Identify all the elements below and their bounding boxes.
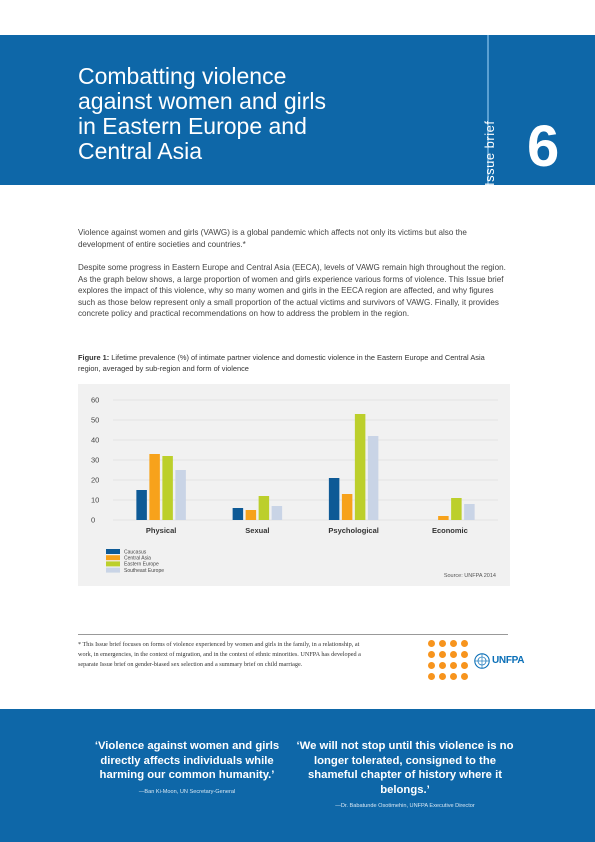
legend-swatch: [106, 549, 120, 554]
header-band: [0, 35, 595, 185]
bar: [367, 436, 379, 520]
title-line: against women and girls: [78, 88, 327, 114]
bar: [258, 496, 270, 520]
quote-text: ‘Violence against women and girls direct…: [94, 740, 280, 781]
bar: [271, 506, 283, 520]
figure-label: Figure 1:: [78, 353, 110, 362]
intro-text: Violence against women and girls (VAWG) …: [78, 227, 508, 320]
bar: [136, 490, 147, 520]
bar: [464, 504, 475, 520]
y-tick-label: 20: [91, 476, 99, 485]
title-line: in Eastern Europe and: [78, 113, 307, 139]
intro-paragraph: Violence against women and girls (VAWG) …: [78, 228, 467, 249]
title-line: Combatting violence: [78, 63, 287, 89]
quote-attribution: —Dr. Babatunde Osotimehin, UNFPA Executi…: [335, 803, 475, 809]
bar: [451, 498, 462, 520]
quote-ban-ki-moon: ‘Violence against women and girls direct…: [82, 739, 292, 795]
bar: [341, 494, 353, 520]
category-label: Psychological: [328, 526, 378, 535]
y-tick-label: 50: [91, 416, 99, 425]
legend-label: Caucasus: [124, 549, 147, 555]
footnote: * This Issue brief focuses on forms of v…: [78, 641, 361, 668]
bar: [328, 478, 340, 520]
page-title: Combatting violence against women and gi…: [78, 64, 398, 164]
chart-panel: 0 10 20 30 40 50 60 Physical Sexual Psychologica…: [78, 384, 510, 586]
y-tick-label: 60: [91, 396, 99, 405]
issue-number: 6: [527, 114, 560, 179]
quote-text: ‘We will not stop until this violence is…: [296, 740, 514, 796]
category-label: Physical: [146, 526, 176, 535]
y-tick-label: 10: [91, 496, 99, 505]
footer-band: [0, 709, 595, 842]
category-label: Sexual: [245, 526, 269, 535]
un-emblem-icon: [474, 653, 490, 669]
series-label: Issue brief: [482, 120, 497, 186]
y-tick-label: 0: [91, 516, 95, 525]
unfpa-logo: UNFPA: [428, 640, 525, 686]
chart-source: Source: UNFPA 2014: [444, 573, 496, 579]
figure-caption: Figure 1: Lifetime prevalence (%) of int…: [78, 353, 508, 374]
legend-swatch: [106, 567, 120, 573]
figure-caption-text: Lifetime prevalence (%) of intimate part…: [78, 353, 485, 373]
footnote-divider: [78, 634, 508, 635]
legend-label: Eastern Europe: [124, 562, 159, 568]
legend-label: Southeast Europe: [124, 568, 164, 574]
legend-label: Central Asia: [124, 556, 151, 562]
quote-attribution: —Ban Ki-Moon, UN Secretary-General: [138, 788, 236, 795]
legend-swatch: [106, 555, 120, 561]
legend-swatch: [106, 561, 120, 567]
y-tick-label: 30: [91, 456, 99, 465]
bar: [162, 456, 173, 520]
bar: [245, 510, 257, 520]
category-label: Economic: [432, 526, 468, 535]
bar: [438, 516, 449, 520]
logo-wordmark: UNFPA: [492, 655, 525, 666]
y-tick-label: 40: [91, 436, 99, 445]
bar: [149, 454, 160, 520]
bar: [354, 414, 366, 520]
bar: [232, 508, 244, 520]
header-divider: [487, 35, 489, 185]
quote-osotimehin: ‘We will not stop until this violence is…: [290, 739, 520, 809]
intro-paragraph: Despite some progress in Eastern Europe …: [78, 263, 506, 318]
bar-chart: 0 10 20 30 40 50 60 Physical Sexual Psychologica…: [91, 396, 498, 579]
title-line: Central Asia: [78, 138, 203, 164]
bar: [175, 470, 186, 520]
